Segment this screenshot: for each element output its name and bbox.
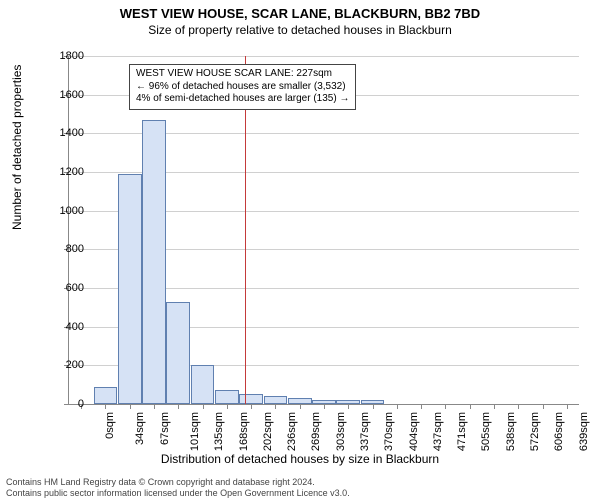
- xtick-label: 437sqm: [432, 412, 444, 451]
- ytick-label: 1600: [44, 89, 84, 101]
- histogram-bar: [191, 365, 215, 404]
- ytick-label: 1800: [44, 50, 84, 62]
- histogram-bar: [94, 387, 118, 404]
- xtick-label: 337sqm: [359, 412, 371, 451]
- xtick-mark: [543, 404, 544, 409]
- chart-subtitle: Size of property relative to detached ho…: [0, 21, 600, 37]
- xtick-mark: [203, 404, 204, 409]
- x-axis-label: Distribution of detached houses by size …: [0, 452, 600, 466]
- xtick-label: 101sqm: [189, 412, 201, 451]
- plot-area: WEST VIEW HOUSE SCAR LANE: 227sqm← 96% o…: [68, 56, 579, 405]
- xtick-mark: [397, 404, 398, 409]
- xtick-label: 404sqm: [408, 412, 420, 451]
- xtick-mark: [154, 404, 155, 409]
- chart-title: WEST VIEW HOUSE, SCAR LANE, BLACKBURN, B…: [0, 0, 600, 21]
- chart-container: WEST VIEW HOUSE, SCAR LANE, BLACKBURN, B…: [0, 0, 600, 500]
- footer-attribution: Contains HM Land Registry data © Crown c…: [6, 477, 350, 498]
- histogram-bar: [166, 302, 190, 404]
- ytick-label: 400: [44, 321, 84, 333]
- xtick-label: 202sqm: [262, 412, 274, 451]
- xtick-label: 471sqm: [456, 412, 468, 451]
- annotation-line: ← 96% of detached houses are smaller (3,…: [136, 81, 349, 94]
- annotation-box: WEST VIEW HOUSE SCAR LANE: 227sqm← 96% o…: [129, 64, 356, 110]
- histogram-bar: [239, 394, 263, 404]
- xtick-mark: [445, 404, 446, 409]
- xtick-label: 538sqm: [505, 412, 517, 451]
- xtick-label: 236sqm: [286, 412, 298, 451]
- gridline: [69, 56, 579, 57]
- ytick-label: 1400: [44, 127, 84, 139]
- xtick-label: 639sqm: [578, 412, 590, 451]
- annotation-line: 4% of semi-detached houses are larger (1…: [136, 93, 349, 106]
- xtick-mark: [470, 404, 471, 409]
- xtick-mark: [130, 404, 131, 409]
- xtick-mark: [275, 404, 276, 409]
- xtick-label: 269sqm: [311, 412, 323, 451]
- ytick-label: 600: [44, 282, 84, 294]
- xtick-label: 135sqm: [213, 412, 225, 451]
- histogram-bar: [215, 390, 239, 404]
- ytick-label: 200: [44, 359, 84, 371]
- histogram-bar: [118, 174, 142, 404]
- annotation-line: WEST VIEW HOUSE SCAR LANE: 227sqm: [136, 68, 349, 81]
- ytick-label: 0: [44, 398, 84, 410]
- xtick-label: 168sqm: [238, 412, 250, 451]
- footer-line1: Contains HM Land Registry data © Crown c…: [6, 477, 350, 487]
- xtick-mark: [105, 404, 106, 409]
- xtick-mark: [373, 404, 374, 409]
- histogram-bar: [142, 120, 166, 404]
- xtick-mark: [227, 404, 228, 409]
- xtick-mark: [251, 404, 252, 409]
- xtick-label: 505sqm: [481, 412, 493, 451]
- y-axis-label: Number of detached properties: [10, 65, 24, 230]
- xtick-mark: [494, 404, 495, 409]
- histogram-bar: [264, 396, 288, 404]
- ytick-label: 800: [44, 243, 84, 255]
- xtick-label: 0sqm: [104, 412, 116, 439]
- xtick-mark: [178, 404, 179, 409]
- xtick-label: 303sqm: [335, 412, 347, 451]
- xtick-label: 370sqm: [383, 412, 395, 451]
- xtick-mark: [421, 404, 422, 409]
- xtick-mark: [300, 404, 301, 409]
- xtick-mark: [348, 404, 349, 409]
- xtick-mark: [567, 404, 568, 409]
- xtick-label: 606sqm: [553, 412, 565, 451]
- xtick-mark: [324, 404, 325, 409]
- xtick-mark: [518, 404, 519, 409]
- footer-line2: Contains public sector information licen…: [6, 488, 350, 498]
- ytick-label: 1200: [44, 166, 84, 178]
- xtick-label: 572sqm: [529, 412, 541, 451]
- ytick-label: 1000: [44, 205, 84, 217]
- xtick-label: 34sqm: [134, 412, 146, 445]
- xtick-label: 67sqm: [159, 412, 171, 445]
